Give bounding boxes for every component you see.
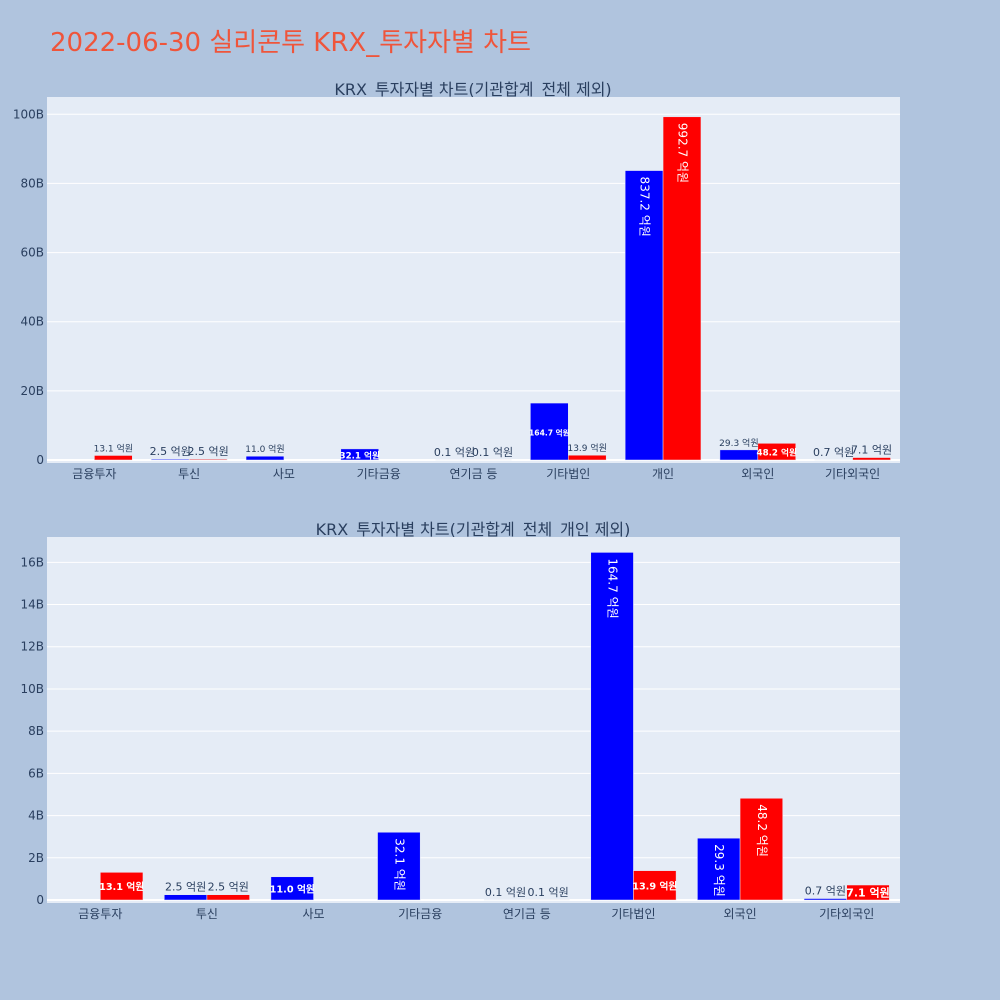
bar-value-label: 0.1 억원 (472, 446, 513, 459)
y-tick-label: 4B (28, 809, 44, 823)
y-tick-label: 40B (20, 315, 44, 329)
bar-red (662, 116, 702, 461)
x-tick-label: 기타금융 (398, 907, 442, 920)
bar-value-label: 32.1 억원 (392, 838, 406, 891)
bar-value-label: 837.2 억원 (638, 177, 652, 237)
bar-value-label: 0.1 억원 (528, 886, 569, 899)
chart-top: KRX_투자자별 차트(기관합계_전체 제외) 0 20B 40B 60B 80B 100… (13, 80, 900, 480)
y-tick-label: 0 (36, 893, 44, 907)
bar-blue (803, 898, 847, 901)
bar-red (568, 454, 607, 461)
bar-value-label: 11.0 억원 (270, 882, 315, 895)
y-axis: 0 20B 40B 60B 80B 100B (13, 107, 44, 467)
bar-value-label: 29.3 억원 (712, 844, 726, 897)
x-tick-label: 기타외국인 (819, 907, 874, 920)
chart-title: KRX_투자자별 차트(기관합계_전체 제외) (334, 80, 611, 100)
bar-value-label: 2.5 억원 (208, 881, 249, 894)
bar-red (100, 872, 144, 901)
y-axis: 0 2B 4B 6B 8B 10B 12B 14B 16B (20, 555, 44, 907)
bars (100, 552, 890, 901)
bar-red (739, 798, 783, 901)
bar-blue (590, 552, 634, 901)
x-tick-label: 외국인 (724, 907, 757, 920)
bar-blue (245, 455, 285, 461)
page-title: 2022-06-30 실리콘투 KRX_투자자별 차트 (50, 28, 532, 58)
x-tick-label: 연기금 등 (503, 907, 551, 920)
y-tick-label: 8B (28, 724, 44, 738)
x-tick-label: 기타법인 (546, 467, 590, 480)
x-tick-label: 금융투자 (72, 467, 116, 480)
x-tick-label: 사모 (273, 467, 295, 480)
bar-blue (697, 837, 741, 901)
bar-value-label: 0.1 억원 (485, 886, 526, 899)
x-tick-label: 금융투자 (78, 907, 122, 920)
x-tick-label: 외국인 (741, 467, 774, 480)
chart-title: KRX_투자자별 차트(기관합계_전체_개인 제외) (316, 520, 631, 540)
bar-red (852, 457, 891, 461)
bar-blue (164, 894, 208, 901)
bar-value-label: 2.5 억원 (165, 881, 206, 894)
bar-blue (340, 448, 379, 461)
bar-value-label: 13.1 억원 (99, 880, 144, 893)
y-tick-label: 20B (20, 384, 44, 398)
bar-value-label: 7.1 억원 (846, 886, 890, 900)
y-tick-label: 10B (20, 682, 44, 696)
bar-value-label: 0.7 억원 (813, 446, 854, 459)
bar-value-label: 2.5 억원 (150, 445, 191, 458)
bar-value-label: 11.0 억원 (245, 443, 284, 455)
bar-value-label: 0.1 억원 (434, 446, 475, 459)
x-axis: 금융투자 투신 사모 기타금융 연기금 등 기타법인 외국인 기타외국인 (78, 907, 874, 920)
x-tick-label: 투신 (178, 467, 200, 480)
bar-blue (377, 832, 421, 901)
y-tick-label: 6B (28, 766, 44, 780)
bar-value-label: 13.9 억원 (567, 442, 606, 454)
x-tick-label: 사모 (303, 907, 325, 920)
bar-blue (270, 876, 314, 901)
bar-value-label: 29.3 억원 (719, 437, 758, 449)
y-tick-label: 100B (13, 107, 44, 121)
bar-value-label: 0.7 억원 (805, 885, 846, 898)
bar-value-label: 992.7 억원 (676, 123, 690, 183)
plot-area (47, 97, 900, 463)
y-tick-label: 16B (20, 555, 44, 569)
bar-red (846, 884, 890, 901)
bar-red (757, 443, 796, 461)
chart-bottom: KRX_투자자별 차트(기관합계_전체_개인 제외) 0 2B 4B 6B 8B 10B 1… (20, 520, 900, 920)
bar-blue (719, 449, 759, 461)
x-tick-label: 투신 (196, 907, 218, 920)
bar-value-label: 32.1 억원 (340, 449, 380, 461)
x-tick-label: 개인 (652, 467, 674, 480)
x-tick-label: 기타금융 (357, 467, 401, 480)
x-tick-label: 연기금 등 (450, 467, 498, 480)
bar-value-label: 164.7 억원 (606, 558, 620, 618)
y-tick-label: 2B (28, 851, 44, 865)
bar-value-label: 7.1 억원 (851, 444, 892, 457)
bars (94, 116, 891, 461)
bar-blue (151, 458, 190, 461)
x-tick-label: 기타법인 (611, 907, 655, 920)
y-tick-label: 60B (20, 246, 44, 260)
bar-value-label: 48.2 억원 (755, 804, 769, 857)
bar-blue (530, 402, 569, 461)
x-axis: 금융투자 투신 사모 기타금융 연기금 등 기타법인 개인 외국인 기타외국인 (72, 467, 880, 480)
bar-red (188, 458, 228, 461)
bar-value-label: 164.7 억원 (529, 428, 570, 438)
y-tick-label: 12B (20, 640, 44, 654)
bar-value-label: 13.1 억원 (94, 442, 133, 454)
bar-red (206, 894, 250, 901)
y-tick-label: 14B (20, 598, 44, 612)
y-tick-label: 80B (20, 176, 44, 190)
y-tick-label: 0 (36, 453, 44, 467)
bar-red (633, 870, 677, 901)
bar-value-label: 13.9 억원 (632, 879, 677, 892)
bar-red (94, 455, 133, 461)
x-tick-label: 기타외국인 (825, 467, 880, 480)
bar-value-label: 2.5 억원 (188, 445, 229, 458)
bar-value-label: 48.2 억원 (757, 447, 797, 459)
